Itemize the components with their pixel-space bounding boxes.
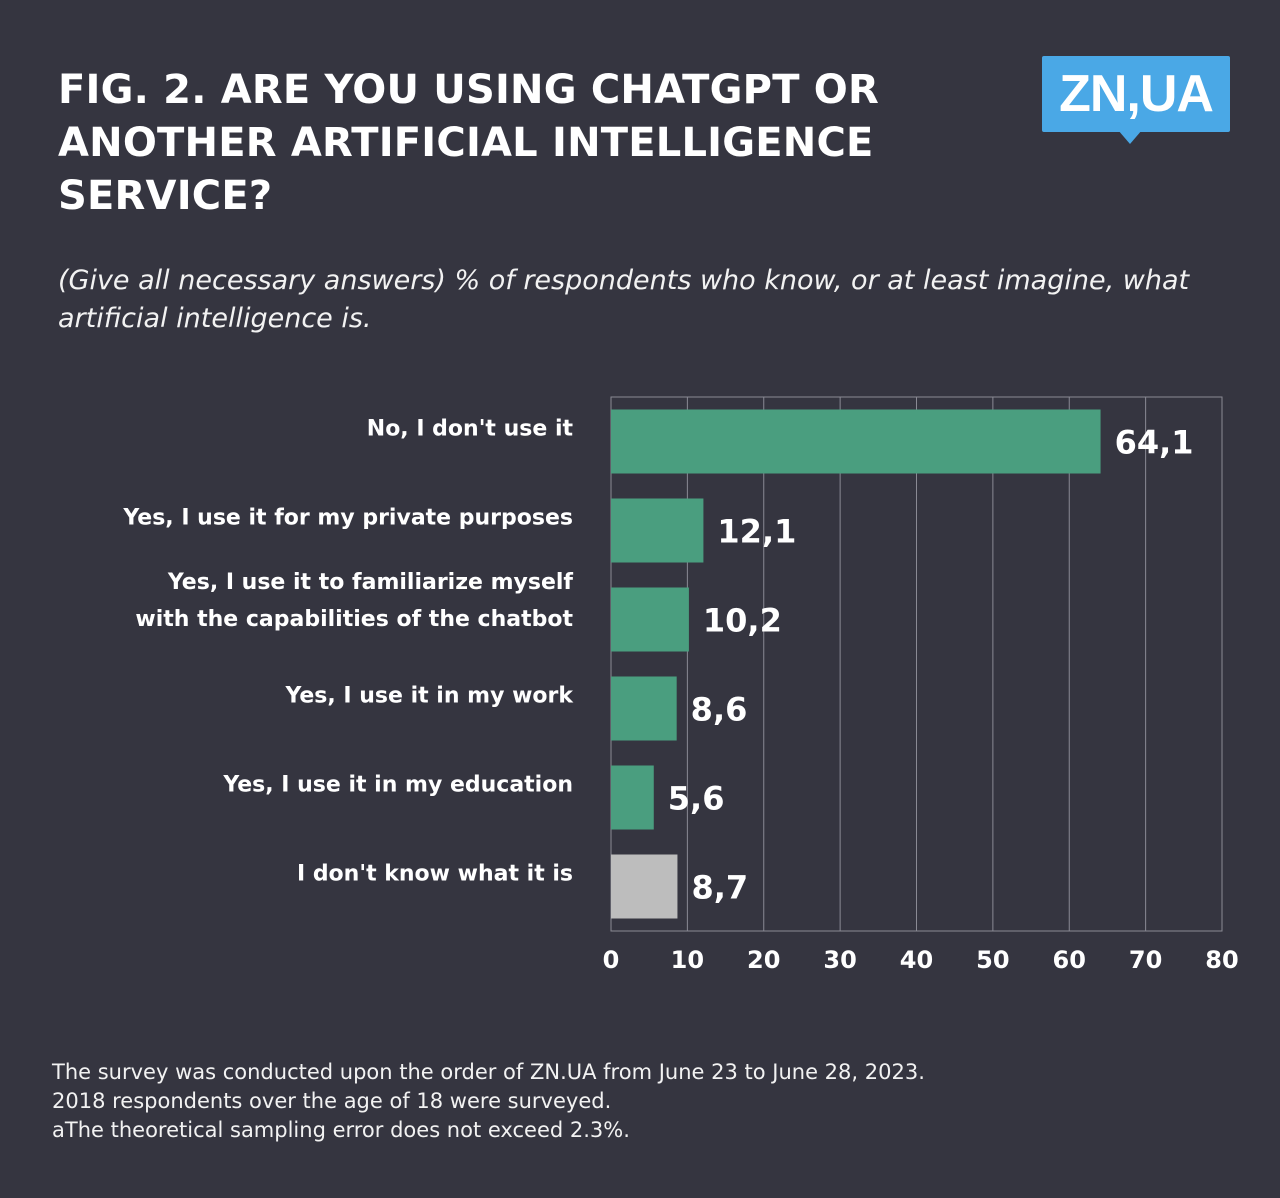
x-tick-label: 40 bbox=[900, 946, 933, 974]
x-tick-label: 10 bbox=[671, 946, 704, 974]
logo-text: ZN,UA bbox=[1059, 65, 1214, 123]
chart-bars bbox=[611, 409, 1101, 919]
survey-footnote: The survey was conducted upon the order … bbox=[52, 1058, 1152, 1145]
footnote-line-3: aThe theoretical sampling error does not… bbox=[52, 1118, 630, 1142]
value-label: 64,1 bbox=[1115, 424, 1194, 462]
category-label: Yes, I use it in my work bbox=[284, 684, 574, 709]
value-label: 8,6 bbox=[691, 691, 748, 729]
x-tick-label: 20 bbox=[747, 946, 780, 974]
bar bbox=[611, 854, 678, 919]
x-tick-label: 70 bbox=[1129, 946, 1162, 974]
chart-title: Fig. 2. ARE YOU USING CHATGPT OR ANOTHER… bbox=[58, 67, 880, 219]
bar bbox=[611, 676, 677, 741]
zn-ua-logo: ZN,UA bbox=[1042, 56, 1230, 132]
category-label: with the capabilities of the chatbot bbox=[135, 607, 573, 632]
x-tick-label: 30 bbox=[823, 946, 856, 974]
x-tick-label: 0 bbox=[603, 946, 620, 974]
x-axis-ticks: 0 10 20 30 40 50 60 70 80 bbox=[603, 946, 1239, 974]
value-labels: 64,1 12,1 10,2 8,6 5,6 8,7 bbox=[668, 424, 1194, 907]
bar bbox=[611, 587, 689, 652]
chart-subtitle: (Give all necessary answers) % of respon… bbox=[58, 265, 1190, 334]
footnote-line-1: The survey was conducted upon the order … bbox=[52, 1060, 925, 1084]
value-label: 10,2 bbox=[703, 602, 782, 640]
bar bbox=[611, 498, 704, 563]
bar bbox=[611, 409, 1101, 474]
footnote-line-2: 2018 respondents over the age of 18 were… bbox=[52, 1089, 612, 1113]
category-label: Yes, I use it to familiarize myself bbox=[167, 570, 574, 595]
x-tick-label: 80 bbox=[1205, 946, 1238, 974]
value-label: 8,7 bbox=[691, 869, 748, 907]
x-tick-label: 50 bbox=[976, 946, 1009, 974]
value-label: 12,1 bbox=[717, 513, 796, 551]
category-label: Yes, I use it for my private purposes bbox=[122, 506, 573, 531]
category-label: I don't know what it is bbox=[297, 862, 573, 887]
x-tick-label: 60 bbox=[1053, 946, 1086, 974]
value-label: 5,6 bbox=[668, 780, 725, 818]
bar bbox=[611, 765, 654, 830]
chart-grid bbox=[610, 396, 1223, 932]
category-label: Yes, I use it in my education bbox=[222, 773, 573, 798]
category-labels: No, I don't use it Yes, I use it for my p… bbox=[122, 417, 574, 887]
category-label: No, I don't use it bbox=[367, 417, 574, 442]
logo-speech-tail bbox=[1118, 130, 1142, 144]
